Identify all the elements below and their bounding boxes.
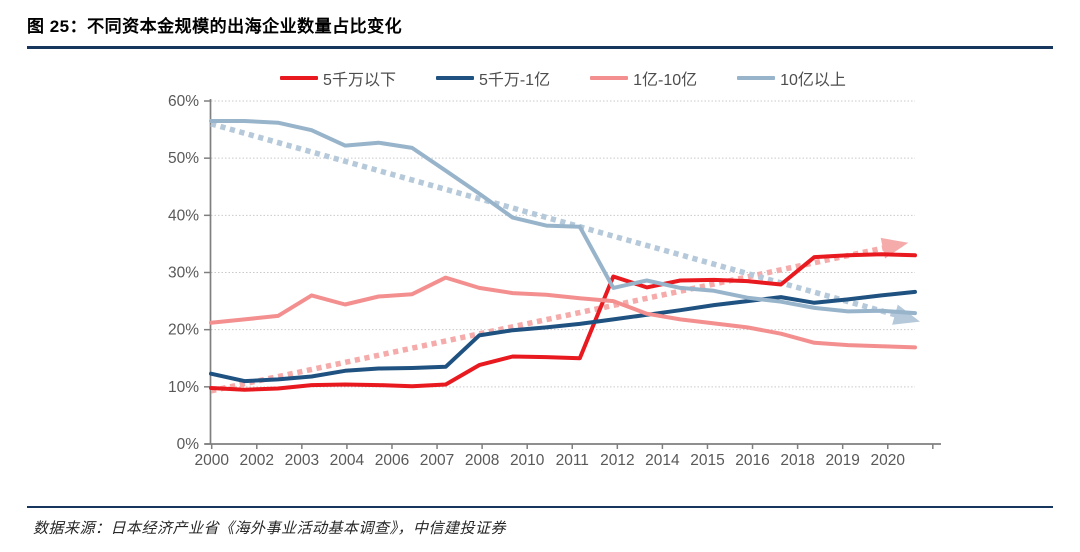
legend-label: 5千万以下: [323, 72, 396, 89]
legend-line-swatch: [737, 75, 776, 81]
x-tick-label: 2018: [780, 452, 814, 469]
x-tick-label: 2019: [825, 452, 859, 469]
series-line-2: [209, 289, 917, 384]
y-tick-label: 40%: [168, 207, 199, 224]
legend-label: 1亿-10亿: [633, 72, 698, 89]
x-tick-label: 2006: [375, 452, 409, 469]
legend-line-swatch: [280, 75, 319, 81]
x-tick-label: 2002: [240, 452, 274, 469]
y-tick-label: 60%: [168, 93, 199, 110]
trendline-10亿以上: [210, 121, 902, 319]
x-tick-label: 2012: [600, 452, 634, 469]
series-line-3: [209, 275, 917, 350]
legend-line-swatch: [435, 75, 474, 81]
y-tick-label: 30%: [168, 265, 199, 282]
x-tick-label: 2003: [285, 452, 319, 469]
trendline-5千万以下: [210, 244, 890, 394]
y-tick-label: 50%: [168, 150, 199, 167]
x-tick-label: 2010: [510, 452, 545, 469]
x-tick-label: 2000: [194, 452, 229, 469]
y-tick-label: 0%: [177, 436, 200, 453]
figure-title-bar: 图 25：不同资本金规模的出海企业数量占比变化: [27, 8, 1053, 49]
chart-legend: 5千万以下 5千万-1亿 1亿-10亿 10亿以上: [175, 66, 951, 90]
legend-label: 5千万-1亿: [478, 72, 551, 89]
legend-item-3: 1亿-10亿: [590, 66, 697, 90]
x-tick-label: 2004: [330, 452, 365, 469]
legend-line-swatch: [590, 75, 629, 81]
trendline-arrowhead-down-right: [892, 304, 921, 325]
x-tick-label: 2014: [645, 452, 680, 469]
series-line-1: [209, 252, 917, 392]
y-tick-label: 10%: [168, 379, 199, 396]
legend-item-4: 10亿以上: [737, 66, 846, 90]
x-tick-label: 2015: [690, 452, 724, 469]
x-tick-label: 2008: [465, 452, 499, 469]
x-tick-label: 2020: [871, 452, 906, 469]
legend-item-2: 5千万-1亿: [435, 66, 551, 90]
data-source-note: 数据来源：日本经济产业省《海外事业活动基本调查》，中信建投证券: [33, 520, 507, 537]
figure-title: 图 25：不同资本金规模的出海企业数量占比变化: [27, 17, 403, 36]
x-tick-label: 2007: [420, 452, 454, 469]
y-tick-label: 20%: [168, 322, 199, 339]
x-tick-label: 2011: [556, 452, 589, 469]
legend-label: 10亿以上: [780, 72, 846, 89]
legend-item-1: 5千万以下: [280, 66, 396, 90]
x-tick-label: 2016: [735, 452, 769, 469]
series-line-4: [209, 119, 917, 316]
footer-divider: [27, 506, 1053, 508]
